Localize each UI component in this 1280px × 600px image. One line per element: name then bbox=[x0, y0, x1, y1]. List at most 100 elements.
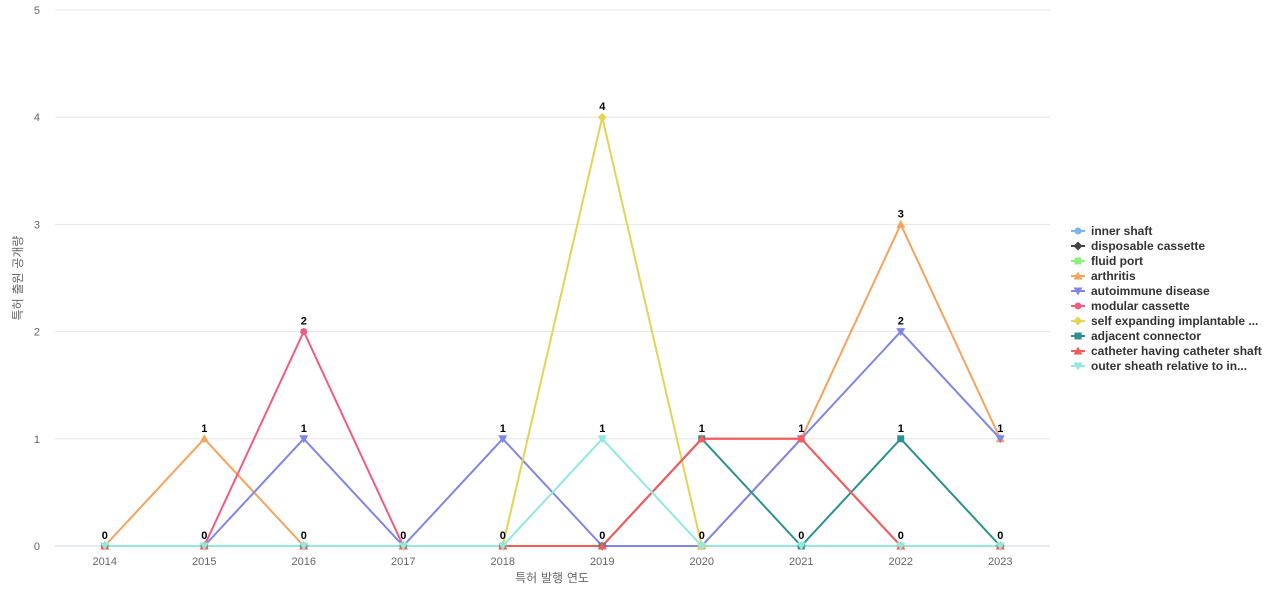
data-label: 4 bbox=[599, 101, 606, 113]
data-label: 0 bbox=[301, 530, 307, 542]
legend-item[interactable]: catheter having catheter shaft bbox=[1071, 344, 1262, 358]
legend-item[interactable]: adjacent connector bbox=[1071, 329, 1201, 343]
x-tick-label: 2023 bbox=[988, 556, 1012, 568]
legend-label: outer sheath relative to in... bbox=[1091, 359, 1247, 373]
data-point[interactable] bbox=[597, 435, 607, 444]
data-label: 0 bbox=[400, 530, 406, 542]
legend-marker-symbol bbox=[1073, 346, 1083, 355]
legend-label: disposable cassette bbox=[1091, 239, 1205, 253]
legend-marker-symbol bbox=[1073, 241, 1083, 251]
data-label: 1 bbox=[599, 423, 605, 435]
x-tick-label: 2019 bbox=[590, 556, 614, 568]
data-point[interactable] bbox=[100, 542, 110, 551]
data-label: 0 bbox=[599, 530, 605, 542]
data-point[interactable] bbox=[697, 434, 707, 443]
data-point[interactable] bbox=[498, 542, 508, 551]
x-tick-label: 2022 bbox=[889, 556, 913, 568]
data-point[interactable] bbox=[597, 112, 607, 122]
legend-marker-symbol bbox=[1073, 362, 1083, 371]
data-label: 1 bbox=[201, 423, 207, 435]
y-tick-label: 5 bbox=[34, 5, 40, 17]
legend-item[interactable]: outer sheath relative to in... bbox=[1071, 359, 1247, 373]
data-label: 2 bbox=[301, 316, 307, 328]
data-point[interactable] bbox=[697, 542, 707, 551]
grid-lines bbox=[55, 9, 1050, 547]
y-tick-label: 4 bbox=[34, 112, 40, 124]
x-tick-label: 2014 bbox=[93, 556, 117, 568]
data-point[interactable] bbox=[897, 435, 905, 443]
data-label: 0 bbox=[699, 530, 705, 542]
data-point[interactable] bbox=[796, 542, 806, 551]
data-point[interactable] bbox=[398, 542, 408, 551]
data-label: 0 bbox=[798, 530, 804, 542]
legend-label: autoimmune disease bbox=[1091, 284, 1210, 298]
x-tick-label: 2017 bbox=[391, 556, 415, 568]
legend-marker-symbol bbox=[1074, 227, 1082, 235]
legend-item[interactable]: disposable cassette bbox=[1071, 239, 1205, 253]
series-line[interactable] bbox=[104, 223, 1002, 547]
y-tick-label: 0 bbox=[34, 541, 40, 553]
legend-label: arthritis bbox=[1091, 269, 1136, 283]
legend-label: adjacent connector bbox=[1091, 329, 1201, 343]
data-label: 1 bbox=[301, 423, 307, 435]
data-point[interactable] bbox=[896, 542, 906, 551]
data-point[interactable] bbox=[199, 434, 209, 443]
data-point[interactable] bbox=[995, 542, 1005, 551]
data-point[interactable] bbox=[597, 541, 607, 550]
data-labels: 0 1 0 2 1 0 0 1 0 4 1 0 1 0 1 0 3 2 1 0 1 0 bbox=[102, 101, 1004, 542]
legend-item[interactable]: self expanding implantable ... bbox=[1071, 314, 1258, 328]
legend-marker-symbol bbox=[1073, 316, 1083, 326]
data-point[interactable] bbox=[896, 328, 906, 337]
data-point[interactable] bbox=[498, 435, 508, 444]
x-tick-label: 2018 bbox=[491, 556, 515, 568]
series-line[interactable] bbox=[104, 437, 1001, 547]
y-axis-title: 특허 출원 공개량 bbox=[11, 236, 25, 321]
series-markers bbox=[100, 112, 1005, 551]
data-point[interactable] bbox=[299, 542, 309, 551]
legend-label: modular cassette bbox=[1091, 299, 1190, 313]
data-point[interactable] bbox=[995, 435, 1005, 444]
legend-item[interactable]: arthritis bbox=[1071, 269, 1136, 283]
legend-label: self expanding implantable ... bbox=[1091, 314, 1258, 328]
data-label: 0 bbox=[102, 530, 108, 542]
legend-label: catheter having catheter shaft bbox=[1091, 344, 1262, 358]
legend-item[interactable]: inner shaft bbox=[1071, 224, 1152, 238]
legend-label: inner shaft bbox=[1091, 224, 1152, 238]
legend-marker-symbol bbox=[1074, 302, 1082, 310]
data-label: 0 bbox=[898, 530, 904, 542]
data-label: 2 bbox=[898, 316, 904, 328]
x-tick-label: 2021 bbox=[789, 556, 813, 568]
data-point[interactable] bbox=[300, 328, 308, 336]
data-point[interactable] bbox=[896, 219, 906, 228]
data-label: 1 bbox=[500, 423, 506, 435]
legend-item[interactable]: fluid port bbox=[1071, 254, 1143, 268]
legend-marker-symbol bbox=[1074, 332, 1082, 340]
x-tick-label: 2020 bbox=[690, 556, 714, 568]
legend-item[interactable]: modular cassette bbox=[1071, 299, 1190, 313]
legend-marker-symbol bbox=[1074, 257, 1082, 265]
data-point[interactable] bbox=[796, 434, 806, 443]
legend-marker-symbol bbox=[1073, 287, 1083, 296]
data-point[interactable] bbox=[299, 435, 309, 444]
data-label: 1 bbox=[997, 423, 1003, 435]
series-lines bbox=[104, 116, 1002, 547]
legend-marker-symbol bbox=[1073, 271, 1083, 280]
legend-label: fluid port bbox=[1091, 254, 1143, 268]
x-tick-label: 2015 bbox=[192, 556, 216, 568]
data-point[interactable] bbox=[199, 542, 209, 551]
y-tick-label: 2 bbox=[34, 327, 40, 339]
legend-item[interactable]: autoimmune disease bbox=[1071, 284, 1210, 298]
y-tick-label: 3 bbox=[34, 219, 40, 231]
data-label: 1 bbox=[898, 423, 904, 435]
data-label: 3 bbox=[898, 208, 904, 220]
data-label: 1 bbox=[798, 423, 804, 435]
data-label: 0 bbox=[500, 530, 506, 542]
data-label: 1 bbox=[699, 423, 705, 435]
y-tick-label: 1 bbox=[34, 434, 40, 446]
data-label: 0 bbox=[201, 530, 207, 542]
x-axis-title: 특허 발행 연도 bbox=[515, 570, 589, 585]
